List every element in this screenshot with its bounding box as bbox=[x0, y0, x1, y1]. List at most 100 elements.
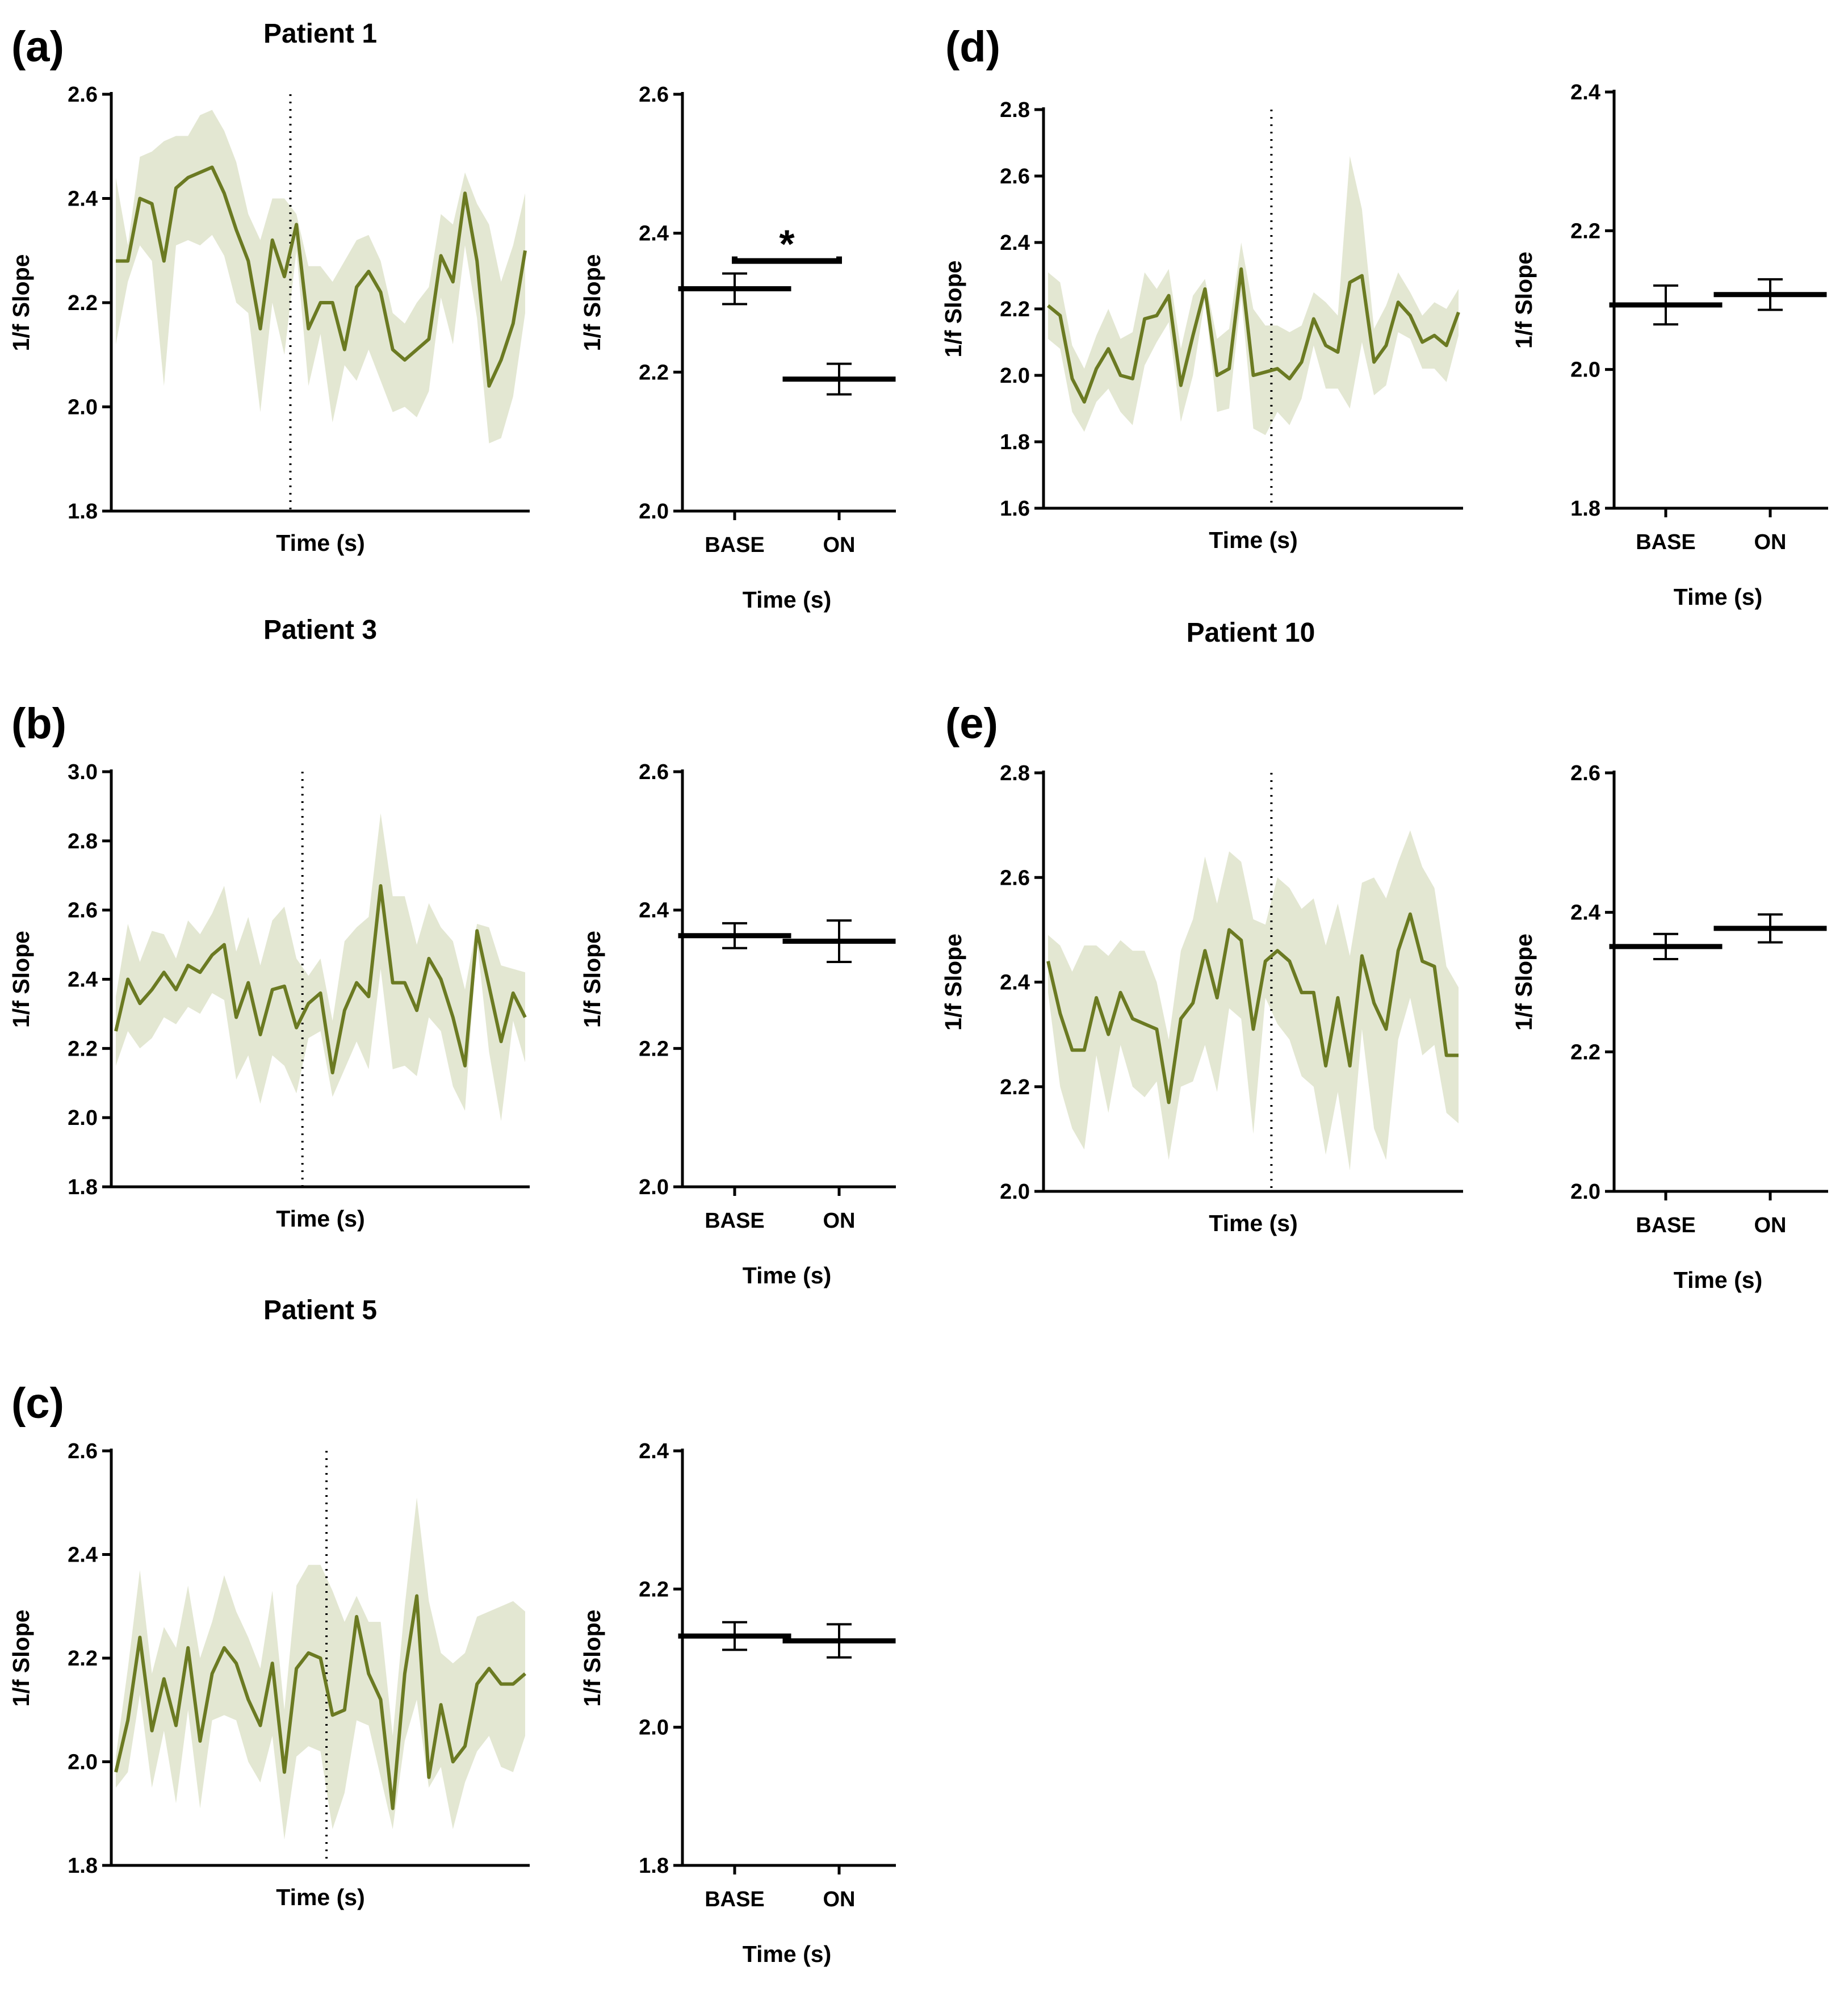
y-axis-label: 1/f Slope bbox=[579, 931, 605, 1028]
chart-panel-e: (e) Patient 10 2.0 2.2 2.4 2.6 2.8 1/f Slope Tim… bbox=[940, 618, 1463, 1236]
y-tick-label: 2.0 bbox=[639, 1716, 669, 1740]
panel-title: Patient 10 bbox=[1187, 618, 1315, 648]
y-tick-label: 2.2 bbox=[639, 1577, 669, 1601]
y-tick-label: 2.2 bbox=[1570, 219, 1600, 243]
y-tick-label: 2.6 bbox=[68, 899, 98, 923]
y-tick-label: 2.0 bbox=[639, 1175, 669, 1199]
panel-label: (d) bbox=[945, 23, 1000, 71]
y-tick-label: 2.8 bbox=[68, 830, 98, 853]
mean-line bbox=[1046, 912, 1459, 1104]
panel-label: (a) bbox=[11, 23, 64, 71]
chart-panel-c2: BASE ON 1.8 2.0 2.2 2.4 1/f Slope Time (s) bbox=[579, 1440, 896, 1967]
x-axis-label: Time (s) bbox=[1209, 527, 1297, 553]
panel-label: (c) bbox=[11, 1379, 64, 1428]
y-tick-label: 2.2 bbox=[68, 291, 98, 315]
mean-line bbox=[1047, 267, 1460, 404]
y-tick-label: 1.8 bbox=[68, 500, 98, 524]
y-tick-label: 2.4 bbox=[68, 187, 98, 211]
y-tick-label: 2.8 bbox=[1000, 761, 1030, 785]
y-tick-label: 2.6 bbox=[639, 760, 669, 784]
y-tick-label: 2.2 bbox=[639, 1037, 669, 1061]
y-tick-label: 2.6 bbox=[68, 83, 98, 107]
mean-line bbox=[116, 165, 527, 388]
y-tick-label: 2.4 bbox=[68, 1543, 98, 1567]
y-axis-label: 1/f Slope bbox=[579, 254, 605, 352]
panel-label: (e) bbox=[945, 700, 998, 748]
y-tick-label: 2.0 bbox=[68, 1106, 98, 1130]
y-tick-label: 2.6 bbox=[639, 83, 669, 107]
y-tick-label: 2.4 bbox=[639, 899, 669, 923]
y-tick-label: 2.8 bbox=[1000, 98, 1030, 122]
y-tick-label: 2.0 bbox=[68, 1751, 98, 1775]
y-tick-label: 1.8 bbox=[68, 1854, 98, 1878]
x-axis-label: Time (s) bbox=[1209, 1210, 1297, 1236]
y-tick-label: 2.4 bbox=[1570, 81, 1600, 104]
category-label: ON bbox=[823, 1209, 856, 1233]
y-tick-label: 2.2 bbox=[1000, 1076, 1030, 1099]
y-tick-label: 2.0 bbox=[639, 500, 669, 524]
chart-panel-b: (b) Patient 3 1.8 2.0 2.2 2.4 2.6 2.8 3.0 1/f Slo… bbox=[8, 615, 530, 1232]
y-tick-label: 2.0 bbox=[1000, 1180, 1030, 1204]
category-label: ON bbox=[823, 1888, 856, 1911]
x-axis-label: Time (s) bbox=[743, 1941, 831, 1967]
chart-panel-a2: BASE ON * 2.0 2.2 2.4 2.6 1/f Slope Time (s) bbox=[579, 83, 896, 613]
y-axis-label: 1/f Slope bbox=[579, 1610, 605, 1707]
y-tick-label: 2.2 bbox=[1000, 298, 1030, 321]
panel-label: (b) bbox=[11, 700, 66, 748]
y-tick-label: 2.0 bbox=[1000, 364, 1030, 388]
panel-title: Patient 3 bbox=[263, 615, 377, 645]
panel-title: Patient 1 bbox=[263, 19, 377, 49]
error-band bbox=[1048, 156, 1459, 436]
y-tick-label: 2.4 bbox=[639, 1440, 669, 1463]
y-tick-label: 2.4 bbox=[68, 968, 98, 992]
y-tick-label: 2.4 bbox=[1000, 231, 1030, 255]
y-tick-label: 2.0 bbox=[1570, 1180, 1600, 1204]
y-tick-label: 2.0 bbox=[1570, 358, 1600, 382]
y-tick-label: 1.8 bbox=[1000, 430, 1030, 454]
y-tick-label: 1.6 bbox=[1000, 497, 1030, 521]
y-axis-label: 1/f Slope bbox=[940, 934, 966, 1031]
mean-line bbox=[114, 884, 527, 1074]
y-tick-label: 3.0 bbox=[68, 760, 98, 784]
y-axis-label: 1/f Slope bbox=[8, 931, 34, 1028]
category-label: BASE bbox=[705, 1209, 765, 1233]
y-tick-label: 2.6 bbox=[1000, 165, 1030, 189]
y-tick-label: 2.6 bbox=[1570, 761, 1600, 785]
y-axis-label: 1/f Slope bbox=[8, 254, 34, 352]
chart-panel-d2: BASE ON 1.8 2.0 2.2 2.4 1/f Slope Time (s) bbox=[1511, 81, 1828, 610]
y-tick-label: 1.8 bbox=[1570, 497, 1600, 521]
category-label: ON bbox=[1754, 1213, 1787, 1237]
x-axis-label: Time (s) bbox=[1674, 584, 1762, 610]
category-label: BASE bbox=[1636, 530, 1696, 554]
y-tick-label: 2.6 bbox=[1000, 866, 1030, 890]
category-label: ON bbox=[823, 533, 856, 557]
panel-title: Patient 5 bbox=[263, 1295, 377, 1325]
y-tick-label: 2.2 bbox=[68, 1037, 98, 1061]
category-label: BASE bbox=[1636, 1213, 1696, 1237]
y-tick-label: 2.2 bbox=[68, 1647, 98, 1671]
category-label: BASE bbox=[705, 1888, 765, 1911]
x-axis-label: Time (s) bbox=[276, 530, 364, 556]
y-tick-label: 2.0 bbox=[68, 396, 98, 420]
chart-panel-b2: BASE ON 2.0 2.2 2.4 2.6 1/f Slope Time (s) bbox=[579, 760, 896, 1288]
y-axis-label: 1/f Slope bbox=[940, 261, 966, 358]
error-band bbox=[116, 1497, 525, 1840]
x-axis-label: Time (s) bbox=[1674, 1267, 1762, 1293]
y-axis-label: 1/f Slope bbox=[1511, 252, 1537, 349]
y-tick-label: 2.6 bbox=[68, 1440, 98, 1463]
category-label: ON bbox=[1754, 530, 1787, 554]
mean-line bbox=[114, 1594, 526, 1810]
x-axis-label: Time (s) bbox=[276, 1884, 364, 1910]
error-band bbox=[116, 110, 525, 443]
significance-star: * bbox=[779, 222, 795, 266]
significance-bracket bbox=[732, 256, 842, 264]
chart-panel-a: (a) Patient 1 1.8 2.0 2.2 2.4 2.6 1/f Slope Time… bbox=[8, 19, 530, 556]
x-axis-label: Time (s) bbox=[276, 1206, 364, 1232]
x-axis-label: Time (s) bbox=[743, 587, 831, 613]
chart-panel-e2: BASE ON 2.0 2.2 2.4 2.6 1/f Slope Time (s) bbox=[1511, 761, 1828, 1293]
error-band bbox=[116, 813, 525, 1122]
y-tick-label: 1.8 bbox=[639, 1854, 669, 1878]
y-tick-label: 2.4 bbox=[639, 222, 669, 246]
y-tick-label: 1.8 bbox=[68, 1175, 98, 1199]
